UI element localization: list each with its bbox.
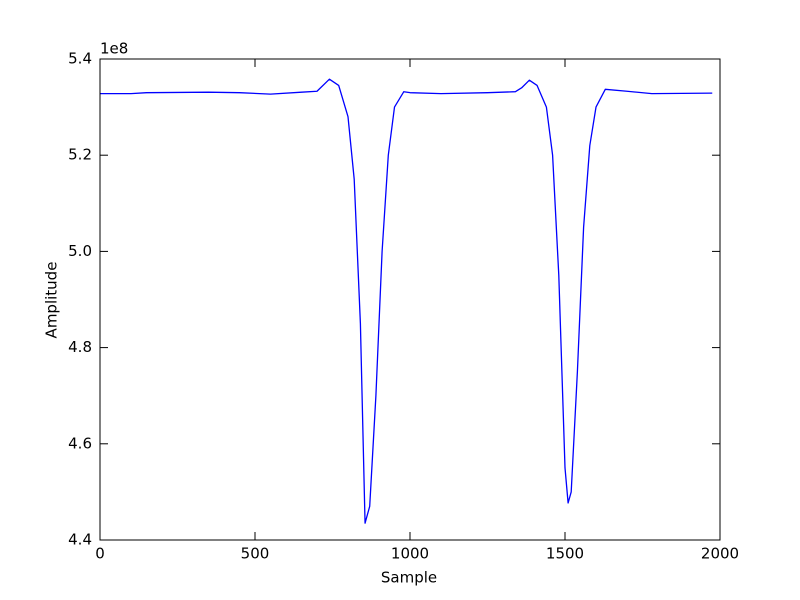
y-tick-label: 4.4 [68,531,92,549]
y-tick-label: 5.2 [68,146,92,164]
y-tick-label: 5.0 [68,242,92,260]
x-tick-label: 1500 [546,545,584,563]
y-tick-label: 5.4 [68,50,92,68]
plot-frame [99,58,721,541]
x-tick-label: 0 [95,545,105,563]
y-axis-label: Amplitude [43,262,61,339]
y-offset-label: 1e8 [100,40,128,58]
y-tick-label: 4.8 [68,338,92,356]
data-line [100,78,713,524]
x-tick-label: 1000 [391,545,429,563]
x-tick-label: 2000 [701,545,739,563]
y-tick-label: 4.6 [68,434,92,452]
x-tick-label: 500 [241,545,270,563]
x-axis-label: Sample [381,569,437,587]
